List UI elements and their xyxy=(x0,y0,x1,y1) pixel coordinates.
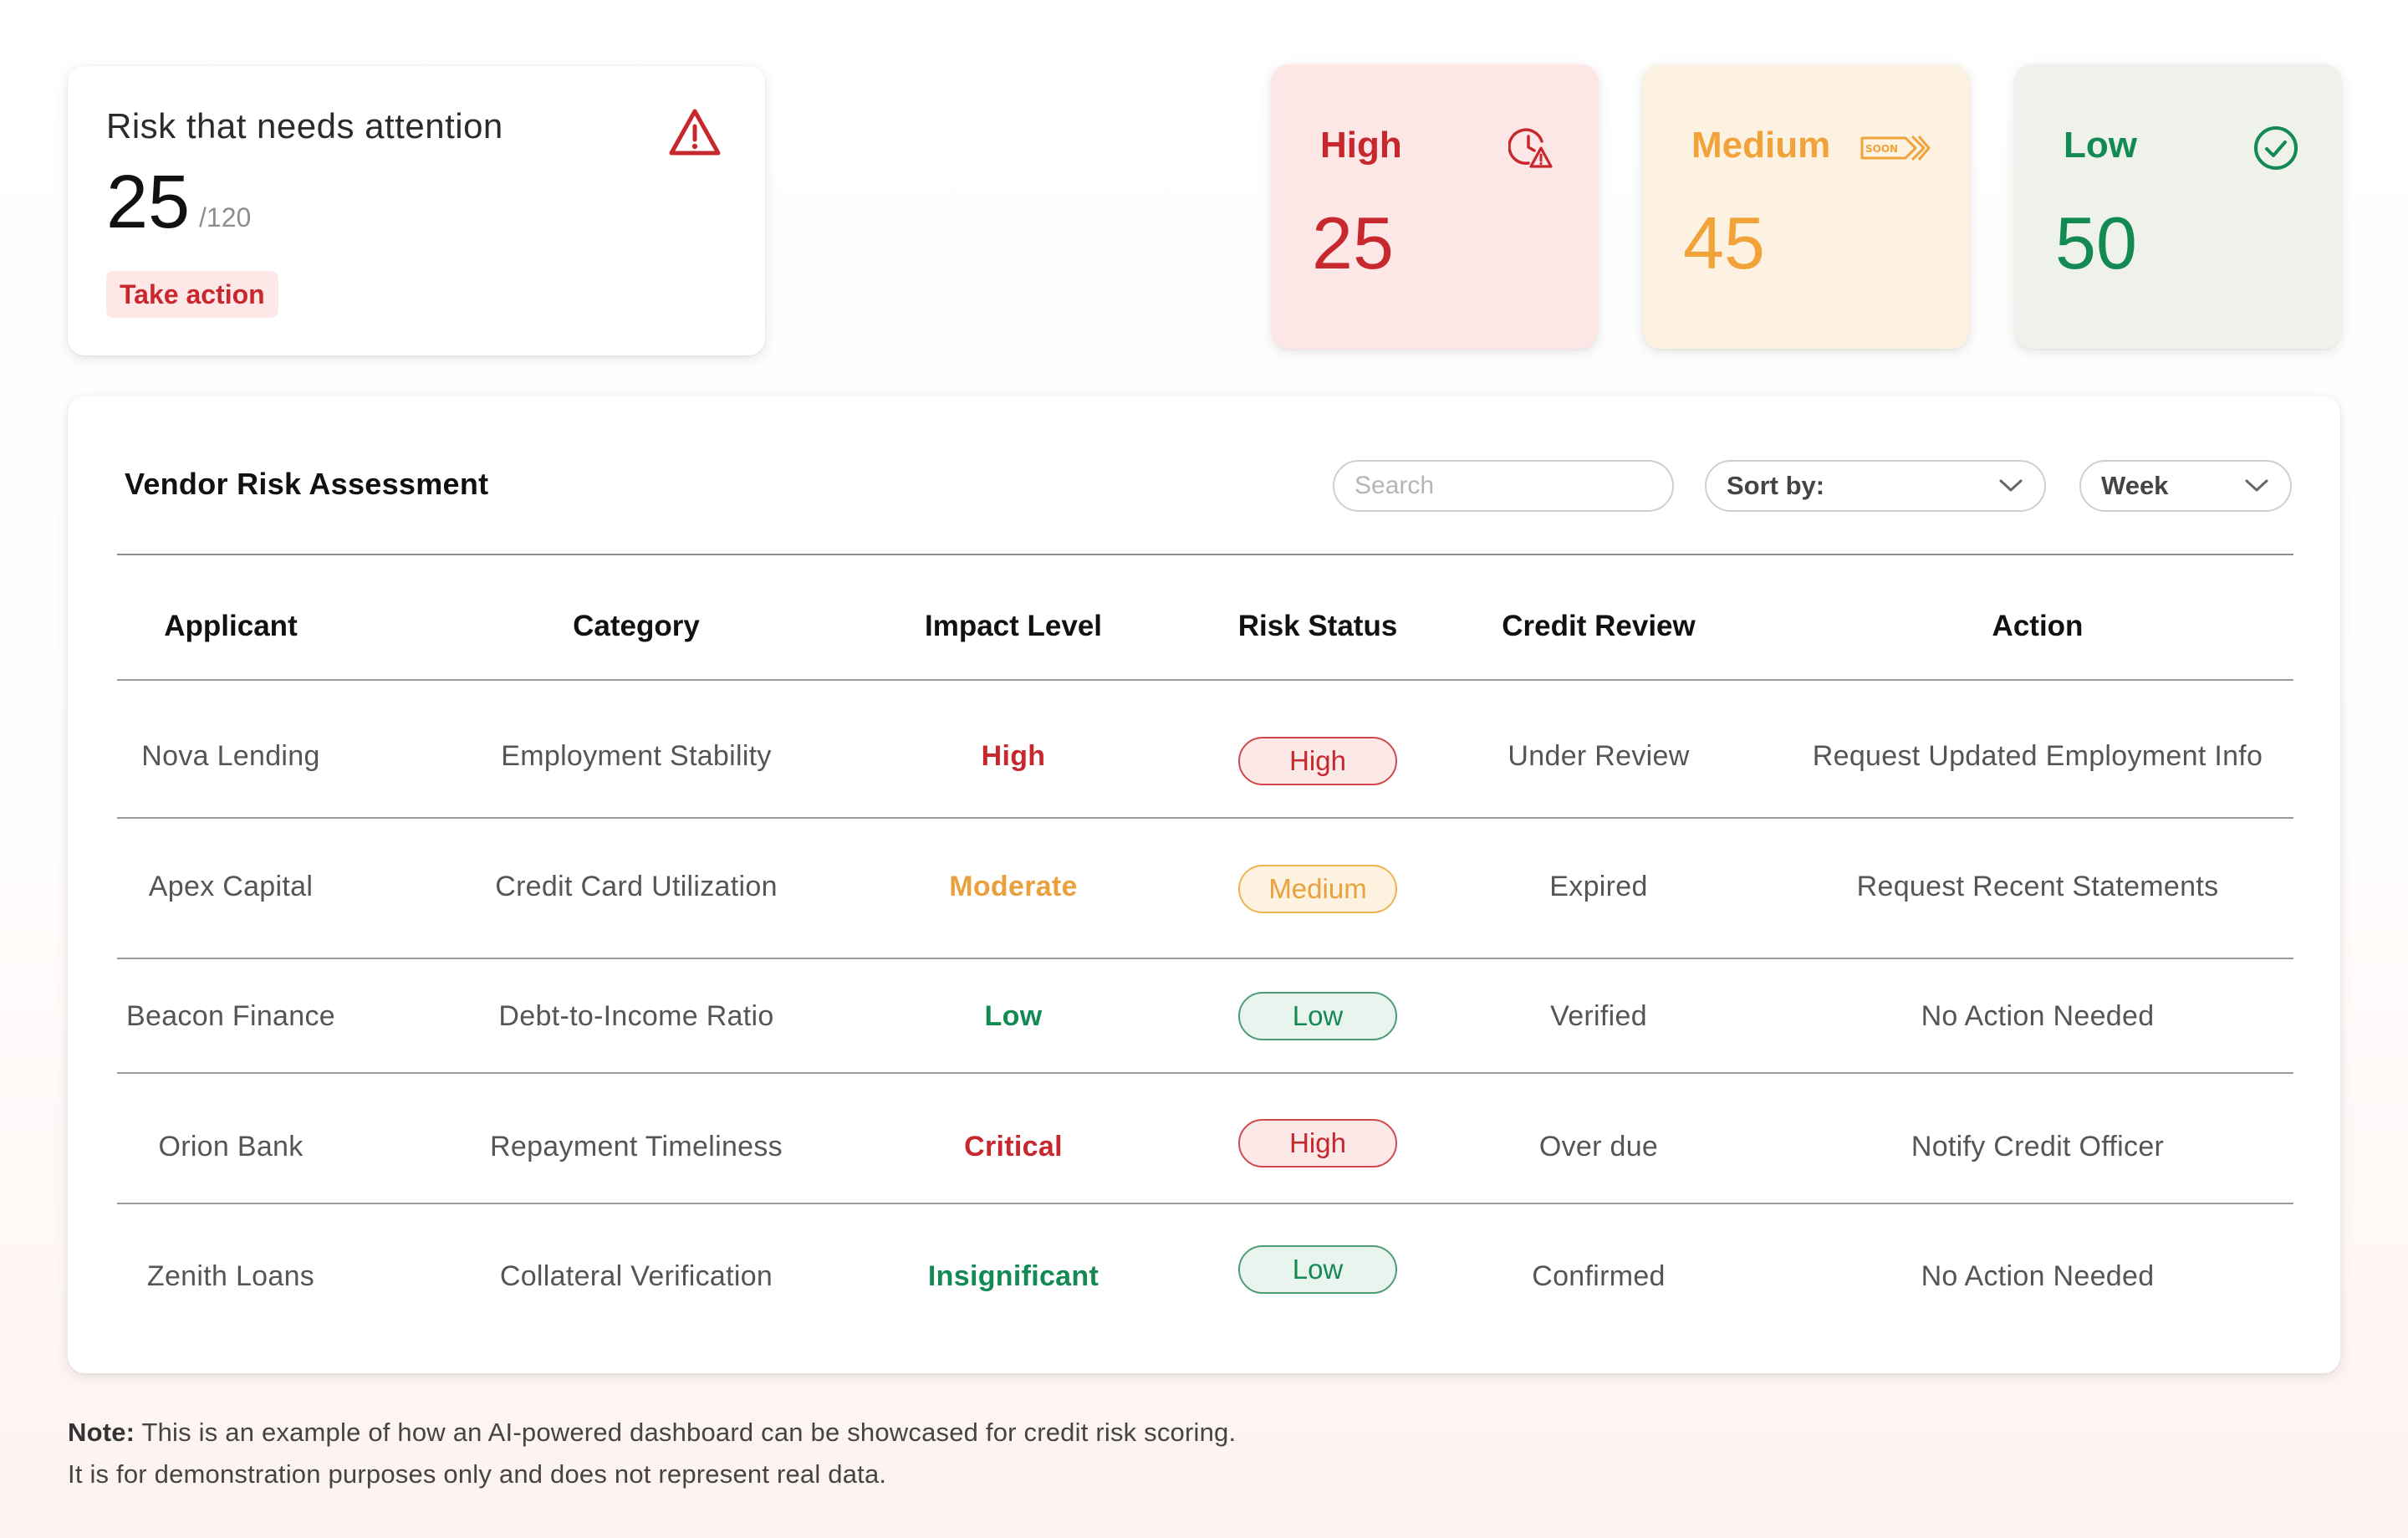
medium-risk-label: Medium xyxy=(1691,125,1831,166)
applicant-cell: Orion Bank xyxy=(158,1131,304,1162)
attention-card: Risk that needs attention 25 /120 Take a… xyxy=(68,66,765,355)
review-cell: Expired xyxy=(1549,871,1648,902)
header-divider xyxy=(117,554,2293,555)
high-risk-label: High xyxy=(1320,125,1402,166)
review-cell: Over due xyxy=(1538,1131,1659,1162)
medium-risk-count: 45 xyxy=(1683,202,1765,284)
impact-cell: High xyxy=(981,740,1046,772)
category-cell: Credit Card Utilization xyxy=(495,871,778,902)
row-divider xyxy=(117,958,2293,959)
row-divider xyxy=(117,817,2293,819)
sort-label: Sort by: xyxy=(1727,471,1825,500)
row-divider xyxy=(117,679,2293,681)
attention-count: 25 xyxy=(106,161,191,244)
review-cell: Verified xyxy=(1550,1000,1647,1032)
low-risk-label: Low xyxy=(2064,125,2137,166)
low-risk-count: 50 xyxy=(2055,202,2137,284)
category-cell: Debt-to-Income Ratio xyxy=(498,1000,774,1032)
impact-cell: Insignificant xyxy=(927,1260,1099,1292)
impact-cell: Critical xyxy=(964,1131,1063,1162)
row-divider xyxy=(117,1203,2293,1204)
check-circle-icon xyxy=(2254,126,2298,170)
applicant-cell: Apex Capital xyxy=(148,871,314,902)
status-badge: High xyxy=(1238,737,1397,785)
warning-triangle-icon xyxy=(669,109,721,156)
category-cell: Employment Stability xyxy=(501,740,772,772)
chevron-down-icon xyxy=(1999,479,2023,492)
status-badge: High xyxy=(1238,1119,1397,1168)
action-cell[interactable]: No Action Needed xyxy=(1921,1260,2155,1292)
clock-alert-icon xyxy=(1508,128,1553,168)
status-badge: Low xyxy=(1238,992,1397,1040)
period-label: Week xyxy=(2101,471,2169,500)
low-risk-card[interactable]: Low 50 xyxy=(2015,64,2341,349)
status-badge: Low xyxy=(1238,1245,1397,1294)
search-box[interactable] xyxy=(1333,460,1677,512)
period-dropdown[interactable]: Week xyxy=(2079,460,2292,512)
attention-total: /120 xyxy=(199,202,252,232)
note-line2: It is for demonstration purposes only an… xyxy=(68,1459,887,1489)
chevron-down-icon xyxy=(2245,479,2268,492)
action-cell[interactable]: Request Updated Employment Info xyxy=(1812,740,2263,772)
action-cell[interactable]: Notify Credit Officer xyxy=(1911,1131,2165,1162)
review-cell: Confirmed xyxy=(1532,1260,1666,1292)
note-line1: This is an example of how an AI-powered … xyxy=(141,1418,1237,1447)
category-cell: Collateral Verification xyxy=(499,1260,773,1292)
table-title: Vendor Risk Assessment xyxy=(125,467,489,501)
impact-cell: Low xyxy=(984,1000,1043,1032)
vendor-risk-card: Vendor Risk Assessment Sort by: Week App… xyxy=(68,396,2340,1373)
sort-dropdown[interactable]: Sort by: xyxy=(1705,460,2046,512)
svg-text:SOON: SOON xyxy=(1865,143,1898,155)
footnote: Note: This is an example of how an AI-po… xyxy=(68,1412,1236,1495)
column-header-category: Category xyxy=(573,610,700,642)
high-risk-card[interactable]: High 25 xyxy=(1272,64,1598,349)
category-cell: Repayment Timeliness xyxy=(490,1131,783,1162)
column-header-applicant: Applicant xyxy=(164,610,298,642)
applicant-cell: Zenith Loans xyxy=(146,1260,315,1292)
take-action-button[interactable]: Take action xyxy=(106,271,278,318)
impact-cell: Moderate xyxy=(949,871,1078,902)
status-badge: Medium xyxy=(1238,865,1397,913)
high-risk-count: 25 xyxy=(1312,202,1394,284)
column-header-impact: Impact Level xyxy=(924,610,1103,642)
medium-risk-card[interactable]: Medium SOON 45 xyxy=(1643,64,1969,349)
action-cell[interactable]: No Action Needed xyxy=(1921,1000,2155,1032)
applicant-cell: Nova Lending xyxy=(141,740,320,772)
row-divider xyxy=(117,1072,2293,1074)
search-input[interactable] xyxy=(1354,472,1677,500)
column-header-status: Risk Status xyxy=(1237,610,1398,642)
soon-arrow-icon: SOON xyxy=(1860,135,1931,161)
attention-title: Risk that needs attention xyxy=(106,106,503,146)
column-header-review: Credit Review xyxy=(1502,610,1696,642)
column-header-action: Action xyxy=(1992,610,2084,642)
applicant-cell: Beacon Finance xyxy=(126,1000,335,1032)
action-cell[interactable]: Request Recent Statements xyxy=(1856,871,2219,902)
review-cell: Under Review xyxy=(1508,740,1690,772)
note-label: Note: xyxy=(68,1418,135,1447)
